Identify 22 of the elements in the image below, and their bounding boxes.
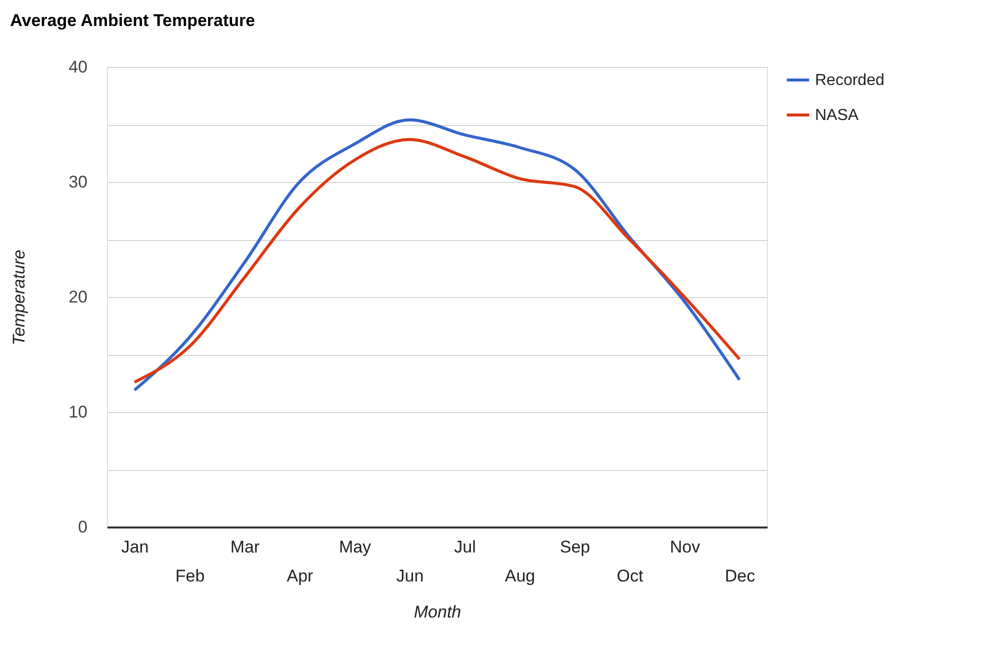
y-tick-label: 20 (68, 288, 88, 306)
x-tick-label: Nov (670, 538, 701, 556)
legend-label: NASA (815, 107, 859, 124)
y-tick-label: 10 (68, 402, 88, 422)
y-tick-label: 0 (78, 518, 88, 536)
x-tick-label: Jan (121, 538, 149, 556)
x-tick-label: Jul (454, 538, 476, 556)
x-tick-label: Apr (286, 566, 314, 586)
x-tick-label: May (338, 538, 372, 556)
y-tick-label: 30 (68, 172, 88, 192)
x-tick-label: Sep (560, 538, 590, 556)
x-tick-label: Dec (724, 566, 756, 586)
x-tick-label: Feb (175, 566, 205, 586)
y-axis-title: Temperature (10, 250, 29, 346)
legend-label: Recorded (815, 72, 884, 89)
x-tick-label: Oct (616, 566, 644, 586)
y-tick-label: 40 (68, 58, 88, 76)
x-axis-title: Month (414, 602, 462, 622)
x-tick-label: Aug (504, 566, 536, 586)
chart-title: Average Ambient Temperature (10, 11, 256, 30)
x-tick-label: Mar (230, 538, 260, 556)
x-tick-label: Jun (396, 566, 424, 586)
